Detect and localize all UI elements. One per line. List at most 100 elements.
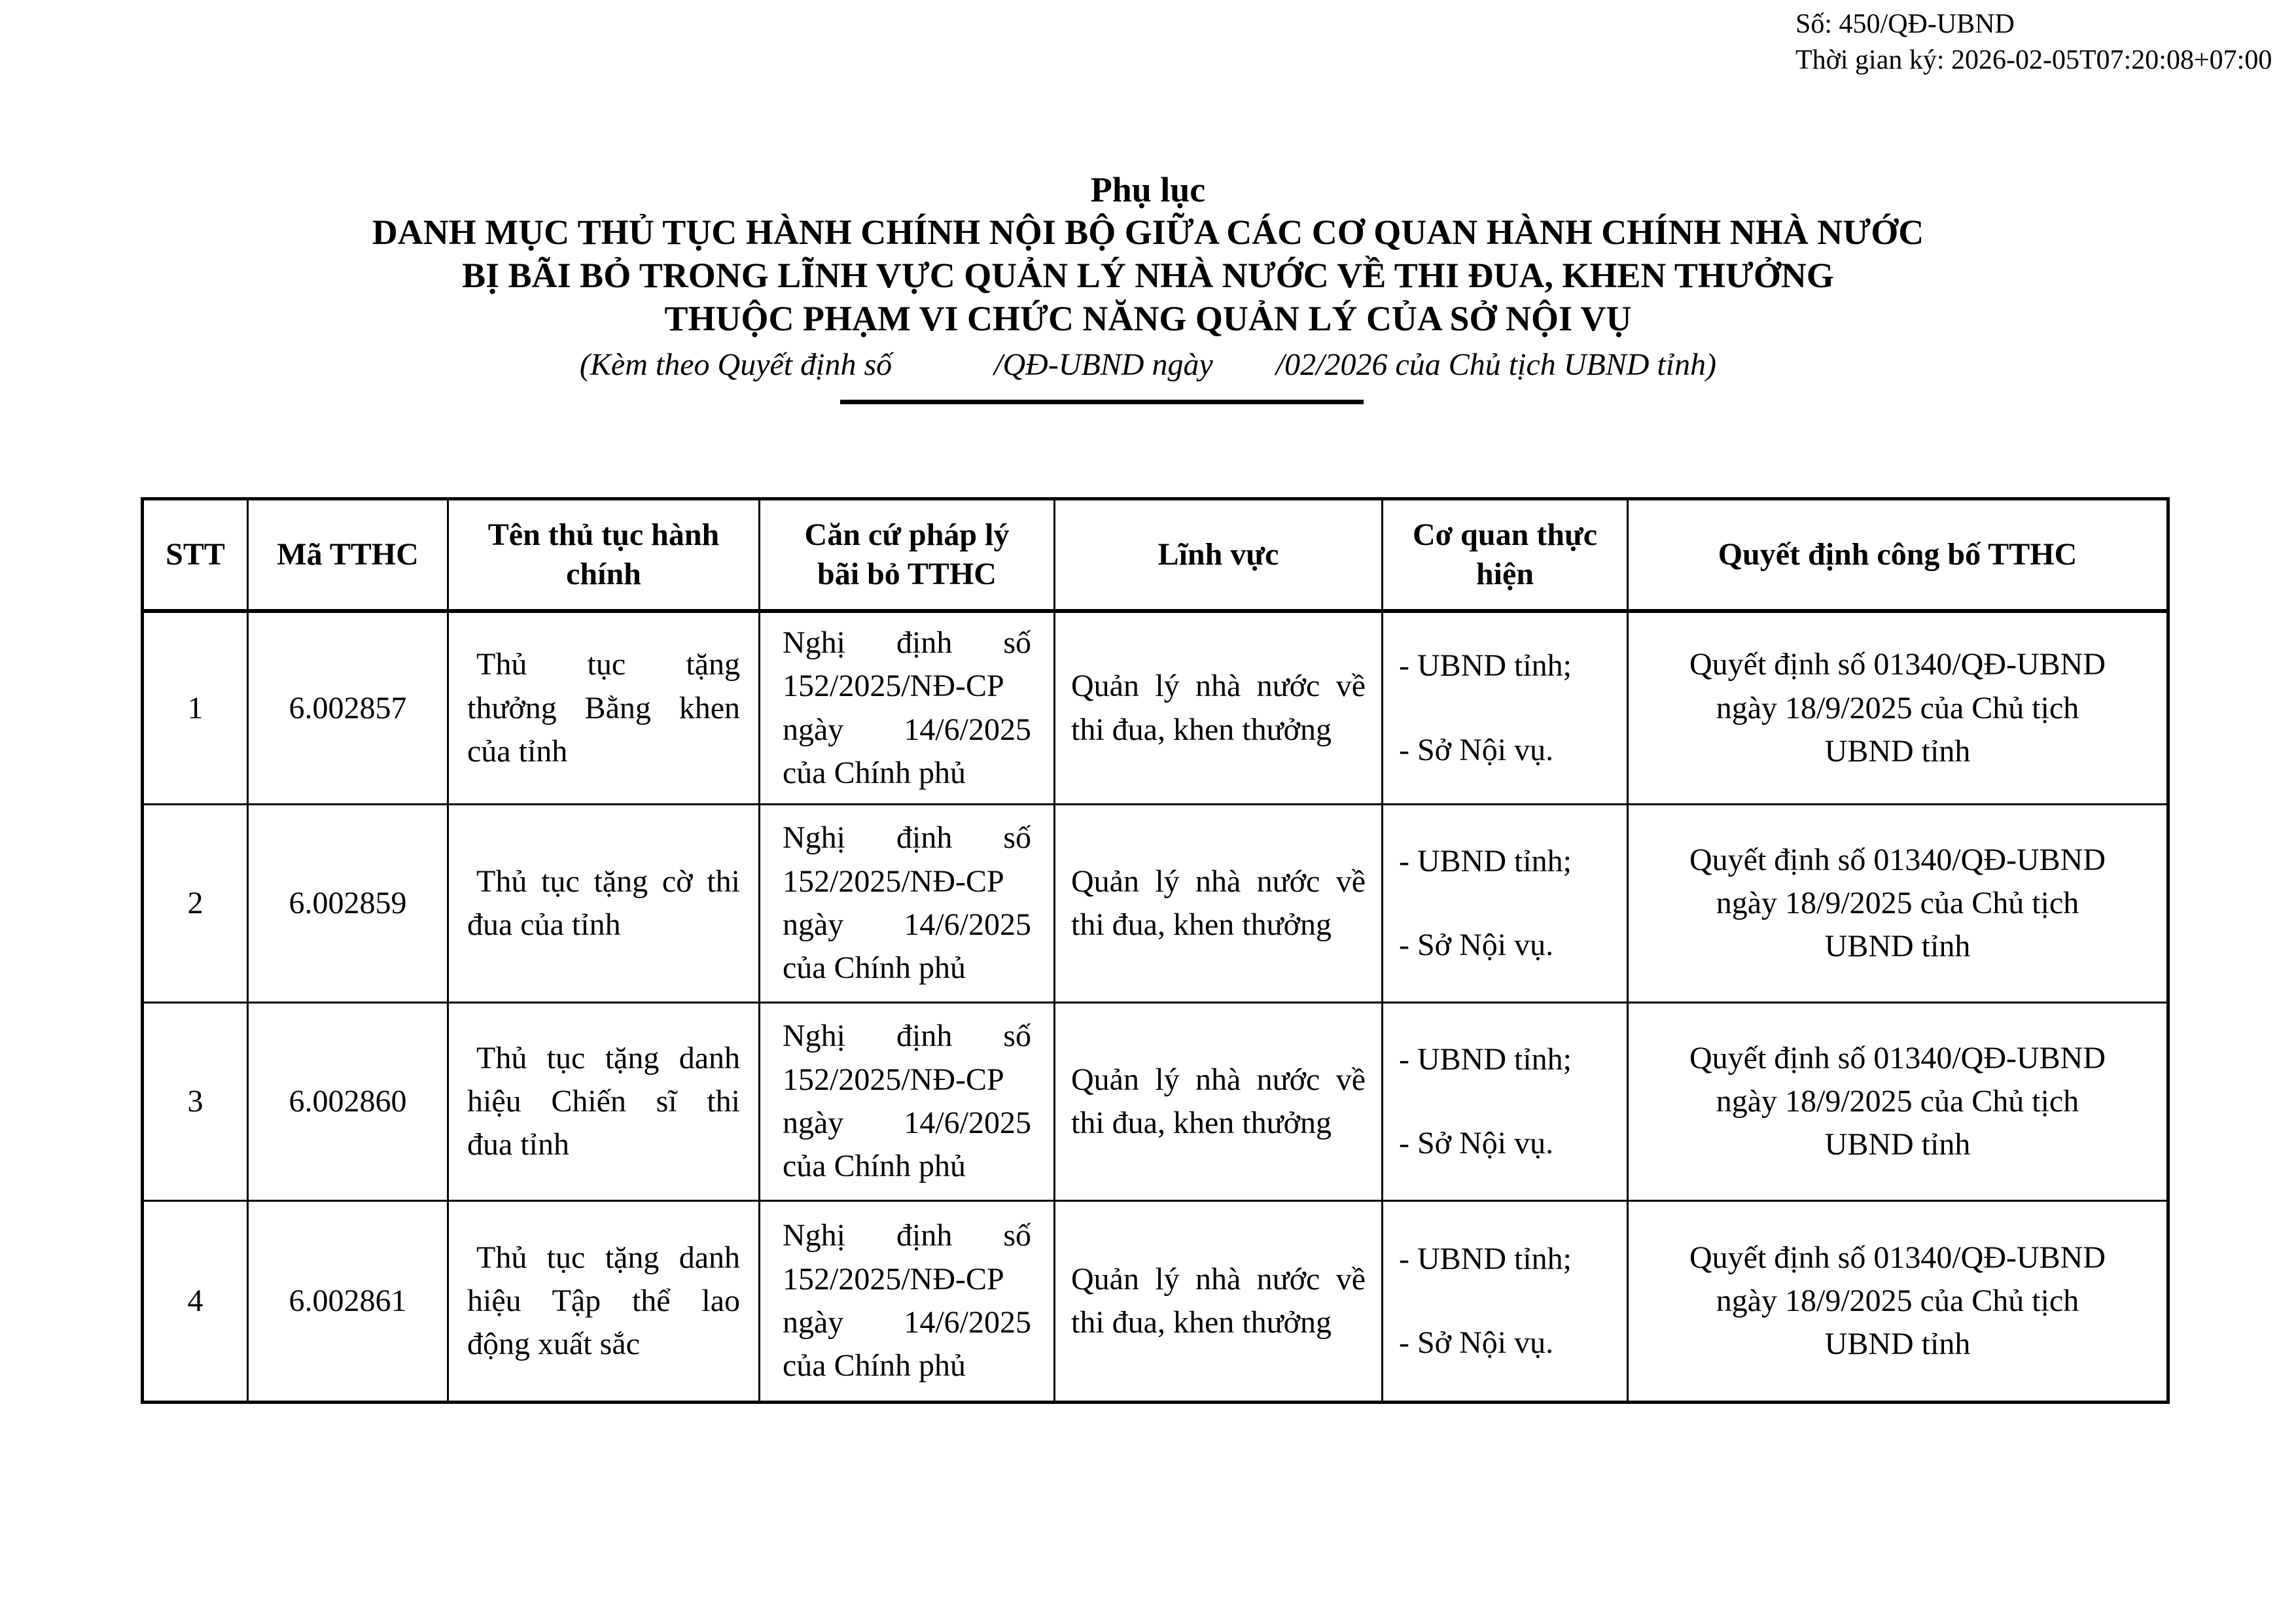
text-line: thi đua, khen thưởng: [1071, 1105, 1332, 1140]
text-line: bãi bỏ TTHC: [817, 557, 997, 592]
cell-ma-tthc: 6.002860: [247, 1001, 449, 1202]
text-line: Thủ tục tặng: [476, 647, 740, 682]
text-line: Thủ tục tặng danh: [476, 1240, 740, 1275]
cell-quyet-dinh: Quyết định số 01340/QĐ-UBND ngày 18/9/202…: [1627, 1001, 2169, 1202]
title-line-1: DANH MỤC THỦ TỤC HÀNH CHÍNH NỘI BỘ GIỮA …: [372, 212, 1924, 252]
cell-linh-vuc: Quản lý nhà nước về thi đua, khen thưởng: [1053, 803, 1383, 1003]
text-line: của Chính phủ: [783, 755, 966, 790]
text-line: Quản lý nhà nước về: [1071, 1062, 1366, 1097]
column-header-co-quan: Cơ quan thực hiện: [1381, 498, 1629, 614]
cell-can-cu: Nghị định số 152/2025/NĐ-CP ngày 14/6/2025…: [758, 1001, 1055, 1202]
cell-quyet-dinh: Quyết định số 01340/QĐ-UBND ngày 18/9/202…: [1627, 1199, 2169, 1403]
text-line: ngày 14/6/2025: [783, 1105, 1031, 1140]
cell-linh-vuc: Quản lý nhà nước về thi đua, khen thưởng: [1053, 1001, 1383, 1202]
text-line: - UBND tỉnh;: [1399, 1241, 1572, 1276]
cell-can-cu: Nghị định số 152/2025/NĐ-CP ngày 14/6/2025…: [758, 803, 1055, 1003]
text-line: Nghị định số: [783, 1019, 1031, 1054]
cell-stt: 1: [141, 610, 249, 805]
text-line: của Chính phủ: [783, 1348, 966, 1384]
text-line: của Chính phủ: [783, 951, 966, 986]
text-line: đua của tỉnh: [467, 907, 621, 942]
cell-ma-tthc: 6.002861: [247, 1199, 449, 1403]
text-line: 152/2025/NĐ-CP: [783, 1062, 1004, 1097]
title-block: Phụ lục DANH MỤC THỦ TỤC HÀNH CHÍNH NỘI …: [0, 0, 2296, 405]
text-line: Quyết định số 01340/QĐ-UBND: [1689, 647, 2106, 682]
text-line: 152/2025/NĐ-CP: [783, 1261, 1004, 1297]
column-header-stt: STT: [141, 498, 249, 614]
cell-stt: 3: [141, 1001, 249, 1202]
text-line: động xuất sắc: [467, 1327, 640, 1362]
text-line: thưởng Bằng khen: [467, 690, 740, 725]
table-row: 4 6.002861 Thủ tục tặng danh hiệu Tập thể…: [141, 1199, 2169, 1403]
cell-ten-thu-tuc: Thủ tục tặng danh hiệu Tập thể lao động xu…: [447, 1199, 760, 1403]
cell-quyet-dinh: Quyết định số 01340/QĐ-UBND ngày 18/9/202…: [1627, 803, 2169, 1003]
cell-ten-thu-tuc: Thủ tục tặng cờ thi đua của tỉnh: [447, 803, 760, 1003]
column-header-ten: Tên thủ tục hành chính: [447, 498, 760, 614]
text-line: UBND tỉnh: [1824, 733, 1971, 769]
divider-line: [840, 400, 1364, 405]
text-line: - Sở Nội vụ.: [1399, 732, 1554, 767]
table-row: 2 6.002859 Thủ tục tặng cờ thi đua của tỉ…: [141, 803, 2169, 1003]
cell-ma-tthc: 6.002857: [247, 610, 449, 805]
text-line: của tỉnh: [467, 733, 568, 769]
text-line: ngày 18/9/2025 của Chủ tịch: [1716, 1283, 2079, 1318]
cell-ma-tthc: 6.002859: [247, 803, 449, 1003]
text-line: 152/2025/NĐ-CP: [783, 864, 1004, 899]
appendix-label: Phụ lục: [1090, 170, 1206, 209]
text-line: ngày 14/6/2025: [783, 712, 1031, 747]
text-line: chính: [566, 557, 641, 592]
title-line-3: THUỘC PHẠM VI CHỨC NĂNG QUẢN LÝ CỦA SỞ N…: [664, 298, 1632, 338]
text-line: ngày 18/9/2025 của Chủ tịch: [1716, 1083, 2079, 1119]
text-line: - Sở Nội vụ.: [1399, 1325, 1554, 1360]
sign-time: Thời gian ký: 2026-02-05T07:20:08+07:00: [1795, 45, 2272, 76]
cell-linh-vuc: Quản lý nhà nước về thi đua, khen thưởng: [1053, 610, 1383, 805]
text-line: Quản lý nhà nước về: [1071, 669, 1366, 704]
text-line: thi đua, khen thưởng: [1071, 1304, 1332, 1340]
column-header-ma-tthc: Mã TTHC: [247, 498, 449, 614]
procedures-table: STT Mã TTHC Tên thủ tục hành chính Căn cứ…: [141, 497, 2170, 1404]
text-line: Thủ tục tặng cờ thi: [476, 864, 740, 899]
text-line: Quyết định số 01340/QĐ-UBND: [1689, 1240, 2106, 1275]
text-line: Quyết định số 01340/QĐ-UBND: [1689, 842, 2106, 877]
text-line: UBND tỉnh: [1824, 1127, 1971, 1162]
text-line: - Sở Nội vụ.: [1399, 927, 1554, 962]
text-line: - Sở Nội vụ.: [1399, 1125, 1554, 1161]
text-line: Nghị định số: [783, 625, 1031, 661]
text-line: Quản lý nhà nước về: [1071, 1261, 1366, 1297]
document-number-block: Số: 450/QĐ-UBND Thời gian ký: 2026-02-05…: [1795, 7, 2272, 79]
text-line: hiện: [1475, 557, 1534, 592]
column-header-quyet-dinh: Quyết định công bố TTHC: [1627, 498, 2169, 614]
cell-quyet-dinh: Quyết định số 01340/QĐ-UBND ngày 18/9/202…: [1627, 610, 2169, 805]
cell-linh-vuc: Quản lý nhà nước về thi đua, khen thưởng: [1053, 1199, 1383, 1403]
text-line: UBND tỉnh: [1824, 929, 1971, 964]
text-line: Nghị định số: [783, 820, 1031, 856]
cell-can-cu: Nghị định số 152/2025/NĐ-CP ngày 14/6/2025…: [758, 1199, 1055, 1403]
text-line: ngày 18/9/2025 của Chủ tịch: [1716, 885, 2079, 920]
subtitle: (Kèm theo Quyết định số /QĐ-UBND ngày /0…: [579, 347, 1717, 383]
text-line: thi đua, khen thưởng: [1071, 712, 1332, 747]
text-line: 152/2025/NĐ-CP: [783, 669, 1004, 704]
cell-co-quan: - UBND tỉnh; - Sở Nội vụ.: [1381, 610, 1629, 805]
text-line: của Chính phủ: [783, 1149, 966, 1184]
text-line: hiệu Chiến sĩ thi: [467, 1083, 740, 1119]
text-line: Thủ tục tặng danh: [476, 1040, 740, 1075]
cell-co-quan: - UBND tỉnh; - Sở Nội vụ.: [1381, 803, 1629, 1003]
text-line: thi đua, khen thưởng: [1071, 907, 1332, 942]
title-line-2: BỊ BÃI BỎ TRONG LĨNH VỰC QUẢN LÝ NHÀ NƯỚ…: [462, 255, 1834, 295]
text-line: Quyết định số 01340/QĐ-UBND: [1689, 1040, 2106, 1075]
text-line: ngày 14/6/2025: [783, 907, 1031, 942]
text-line: - UBND tỉnh;: [1399, 648, 1572, 684]
cell-can-cu: Nghị định số 152/2025/NĐ-CP ngày 14/6/2025…: [758, 610, 1055, 805]
text-line: Tên thủ tục hành: [487, 517, 720, 553]
text-line: Nghị định số: [783, 1218, 1031, 1253]
table-row: 3 6.002860 Thủ tục tặng danh hiệu Chiến s…: [141, 1001, 2169, 1202]
text-line: - UBND tỉnh;: [1399, 843, 1572, 879]
cell-stt: 2: [141, 803, 249, 1003]
text-line: đua tỉnh: [467, 1127, 569, 1162]
text-line: hiệu Tập thể lao: [467, 1283, 740, 1318]
cell-ten-thu-tuc: Thủ tục tặng danh hiệu Chiến sĩ thi đua tỉ…: [447, 1001, 760, 1202]
table-header-row: STT Mã TTHC Tên thủ tục hành chính Căn cứ…: [141, 498, 2169, 614]
text-line: Căn cứ pháp lý: [804, 517, 1010, 553]
text-line: ngày 14/6/2025: [783, 1304, 1031, 1340]
document-number: Số: 450/QĐ-UBND: [1795, 9, 2015, 39]
